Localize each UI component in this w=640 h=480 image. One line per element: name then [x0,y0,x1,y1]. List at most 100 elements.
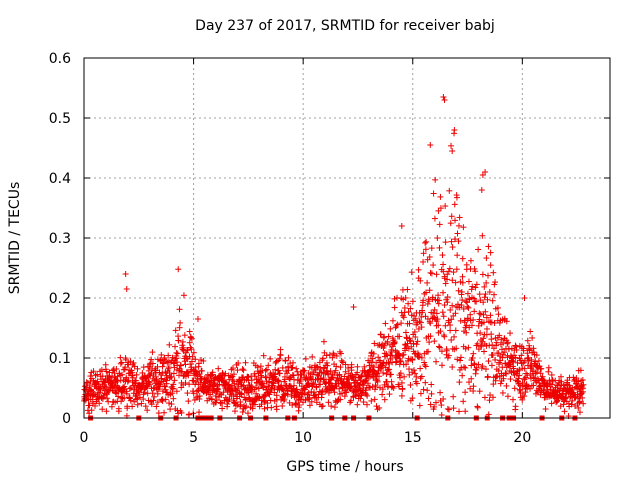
data-point [483,255,490,262]
data-point [463,329,470,336]
data-point [175,337,182,344]
y-tick-label: 0.3 [49,231,71,247]
data-point [336,385,343,392]
data-point [276,370,283,377]
data-point [448,316,455,323]
data-point [242,359,249,366]
data-point [462,298,469,305]
data-point [434,316,441,323]
data-point [504,393,511,400]
data-point [466,379,473,386]
data-point [239,366,246,373]
data-point [580,400,587,407]
data-point [416,402,423,409]
data-point [305,389,312,396]
data-point [485,318,492,325]
data-point [126,385,133,392]
data-point [527,372,534,379]
data-point [149,349,156,356]
data-point [423,238,430,245]
data-point [478,187,485,193]
data-point [575,404,582,411]
x-tick-label: 10 [294,430,312,446]
data-point [449,148,456,154]
data-point [456,408,463,415]
data-point [277,352,284,359]
data-point [416,354,423,361]
data-point [242,396,249,403]
data-point [445,268,452,275]
data-point [489,297,496,304]
data-point [409,395,416,402]
data-point [342,361,349,368]
y-tick-label: 0.2 [49,291,71,307]
data-point [580,388,587,395]
data-point [349,373,356,380]
data-point [469,283,476,290]
data-point [185,398,192,405]
data-point [230,371,237,378]
data-point [419,309,426,316]
data-point [391,295,398,302]
data-point [538,365,545,372]
data-point [345,375,352,382]
data-point [398,320,405,327]
data-point [449,364,456,371]
data-point [268,404,275,411]
data-point [580,381,587,388]
data-point [496,373,503,380]
data-point [492,356,499,363]
data-point [338,390,345,397]
data-point [323,386,330,393]
data-point [328,403,335,410]
data-point [348,397,355,404]
data-point [440,395,447,402]
data-point [484,296,491,303]
data-point [422,239,429,246]
data-point [363,401,370,408]
data-point [447,306,454,313]
data-point [524,337,531,344]
data-point [481,294,488,301]
data-point [402,294,409,301]
data-point [401,373,408,380]
data-point [408,343,415,350]
data-point [185,372,192,379]
data-point [376,404,383,411]
data-point [224,401,231,408]
data-point [452,310,459,317]
data-point [489,342,496,349]
data-point [382,320,389,327]
x-tick-label: 20 [513,430,531,446]
data-point [180,292,187,299]
data-point [431,403,438,410]
data-point [413,380,420,387]
data-point [484,272,491,279]
data-point [408,269,415,276]
data-point [251,373,258,380]
data-point [507,376,514,383]
data-point [320,375,327,382]
data-point [88,387,95,394]
data-point [196,371,203,378]
data-point [436,344,443,351]
data-point [473,281,480,288]
data-point [448,142,455,149]
data-point [483,279,490,286]
data-point [381,396,388,403]
data-point [440,261,447,268]
data-point [448,213,455,220]
data-point [457,357,464,364]
data-point [426,253,433,260]
data-point [426,318,433,325]
data-point [245,394,252,401]
data-point [496,361,503,368]
data-point [453,194,460,201]
data-point [216,390,223,397]
data-point [261,391,268,398]
data-point [456,214,463,221]
data-point [403,361,410,368]
data-point [471,308,478,315]
data-point [450,393,457,400]
data-point [279,364,286,371]
